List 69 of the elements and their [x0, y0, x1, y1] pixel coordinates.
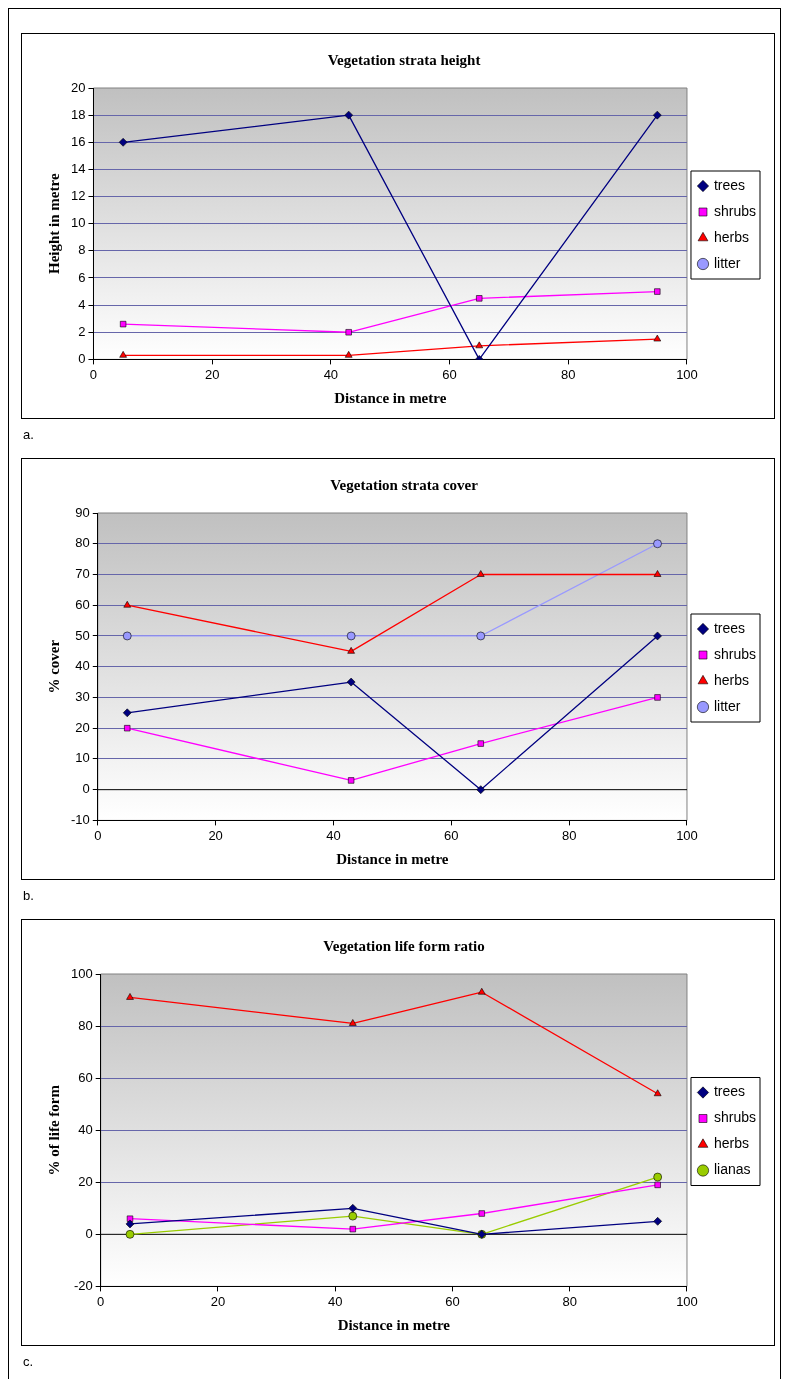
x-tick-label: 80	[561, 366, 576, 382]
y-tick-label: 40	[78, 1121, 93, 1137]
x-tick-label: 40	[327, 1293, 343, 1309]
legend-label: shrubs	[713, 645, 757, 662]
y-tick-label: -20	[73, 1277, 93, 1293]
legend-label: trees	[713, 1083, 746, 1100]
y-tick-label: 12	[70, 188, 86, 204]
x-tick-label: 60	[442, 366, 457, 382]
x-tick-label: 20	[210, 1293, 226, 1309]
chart-title: Vegetation strata cover	[330, 476, 479, 493]
x-tick-label: 60	[445, 1293, 460, 1309]
y-tick-label: 90	[75, 504, 90, 520]
y-axis-title: % cover	[45, 639, 62, 694]
legend-label: litter	[713, 697, 741, 714]
x-tick-label: 80	[562, 1293, 577, 1309]
y-axis-title: % of life form	[45, 1084, 62, 1176]
y-tick-label: 4	[78, 296, 86, 312]
legend-label: herbs	[713, 671, 750, 688]
legend-label: litter	[713, 254, 741, 271]
y-axis-title: Height in metre	[45, 173, 62, 274]
y-tick-label: 18	[70, 106, 86, 122]
x-tick-label: 60	[444, 827, 459, 843]
y-tick-label: 0	[78, 350, 86, 366]
y-tick-label: 80	[78, 1017, 93, 1033]
y-tick-label: 20	[75, 719, 90, 735]
chart-title: Vegetation strata height	[327, 51, 481, 68]
y-tick-label: 20	[70, 79, 86, 95]
text: b.	[22, 887, 35, 905]
x-tick-label: 20	[208, 827, 223, 843]
y-tick-label: 10	[70, 215, 86, 231]
x-tick-label: 20	[204, 366, 220, 382]
x-tick-label: 100	[676, 1293, 698, 1309]
x-axis-title: Distance in metre	[334, 389, 447, 406]
legend-label: herbs	[713, 1135, 750, 1152]
chart-title: Vegetation life form ratio	[323, 937, 485, 954]
y-tick-label: 70	[75, 566, 90, 582]
y-tick-label: 0	[82, 781, 90, 797]
legend-label: herbs	[713, 228, 750, 245]
y-tick-label: 100	[70, 965, 93, 981]
x-tick-label: 40	[326, 827, 341, 843]
legend-label: shrubs	[713, 202, 757, 219]
y-tick-label: 50	[75, 627, 90, 643]
x-tick-label: 100	[676, 366, 698, 382]
y-tick-label: 2	[78, 323, 86, 339]
x-tick-label: 80	[561, 827, 577, 843]
y-tick-label: 8	[78, 242, 86, 258]
legend-label: trees	[713, 619, 746, 636]
text: c.	[22, 1353, 35, 1371]
x-axis-title: Distance in metre	[336, 850, 449, 867]
y-tick-label: 40	[75, 658, 90, 674]
text: a.	[22, 426, 35, 444]
legend-label: shrubs	[713, 1109, 757, 1126]
y-tick-label: 10	[75, 750, 90, 766]
y-tick-label: 6	[78, 269, 86, 285]
y-tick-label: 0	[85, 1225, 93, 1241]
y-tick-label: 16	[70, 133, 86, 149]
y-tick-label: 14	[70, 161, 86, 176]
x-tick-label: 40	[323, 366, 339, 382]
y-tick-label: 60	[78, 1069, 93, 1085]
y-tick-label: 20	[78, 1173, 93, 1189]
y-tick-label: 60	[75, 596, 90, 612]
legend-label: trees	[713, 176, 746, 193]
legend-label: lianas	[713, 1161, 751, 1178]
x-tick-label: 100	[676, 827, 698, 843]
y-tick-label: 80	[75, 535, 90, 551]
x-tick-label: 0	[97, 1293, 105, 1309]
y-tick-label: 30	[75, 689, 90, 705]
x-axis-title: Distance in metre	[337, 1316, 451, 1333]
y-tick-label: -10	[70, 811, 90, 827]
